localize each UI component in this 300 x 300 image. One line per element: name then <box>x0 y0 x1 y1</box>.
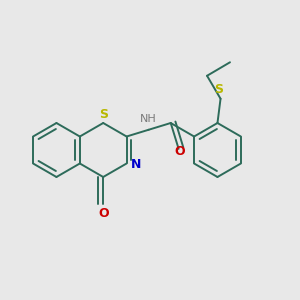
Text: S: S <box>99 108 108 121</box>
Text: O: O <box>98 207 109 220</box>
Text: N: N <box>131 158 142 171</box>
Text: O: O <box>174 145 185 158</box>
Text: S: S <box>214 83 224 96</box>
Text: NH: NH <box>140 114 157 124</box>
